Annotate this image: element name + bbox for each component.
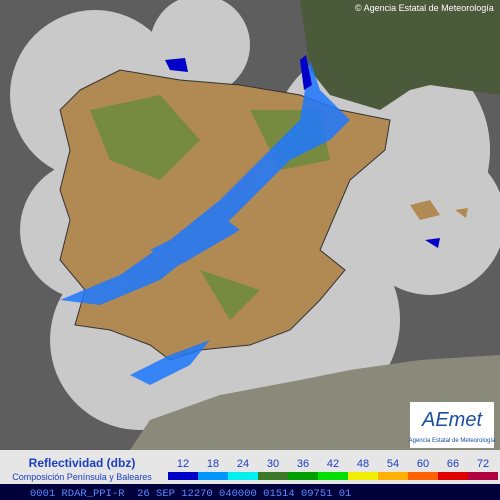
rain bbox=[60, 60, 350, 385]
legend-swatch bbox=[258, 472, 288, 480]
legend-swatch bbox=[228, 472, 258, 480]
logo-brand: AEmet bbox=[421, 409, 483, 431]
legend-value: 30 bbox=[267, 458, 279, 470]
legend-swatch bbox=[408, 472, 438, 480]
legend-value: 72 bbox=[477, 458, 489, 470]
legend-value: 48 bbox=[357, 458, 369, 470]
legend-value: 66 bbox=[447, 458, 459, 470]
legend-value: 36 bbox=[297, 458, 309, 470]
legend-swatch bbox=[288, 472, 318, 480]
legend-value: 18 bbox=[207, 458, 219, 470]
balearics bbox=[410, 200, 468, 220]
terrain bbox=[90, 95, 330, 320]
legend-swatch bbox=[168, 472, 198, 480]
legend-value: 60 bbox=[417, 458, 429, 470]
legend-title: Reflectividad (dbz) bbox=[29, 456, 136, 470]
africa bbox=[130, 355, 500, 450]
legend-value: 42 bbox=[327, 458, 339, 470]
legend-swatch bbox=[318, 472, 348, 480]
logo-caption: Agencia Estatal de Meteorología bbox=[409, 438, 496, 444]
legend-value: 24 bbox=[237, 458, 249, 470]
legend-swatch bbox=[348, 472, 378, 480]
legend-swatch bbox=[378, 472, 408, 480]
rain-light bbox=[165, 55, 440, 248]
legend-subtitle: Composición Península y Baleares bbox=[12, 472, 152, 482]
copyright: © Agencia Estatal de Meteorología bbox=[355, 3, 494, 13]
logo-box bbox=[410, 402, 494, 448]
legend-swatch bbox=[438, 472, 468, 480]
footer-code: 0001 RDAR_PPI-R 26 SEP 12270 040000 0151… bbox=[30, 488, 351, 500]
legend-value: 12 bbox=[177, 458, 189, 470]
france bbox=[300, 0, 500, 110]
legend-swatch bbox=[198, 472, 228, 480]
footer-bar bbox=[0, 484, 500, 500]
legend-swatch bbox=[468, 472, 498, 480]
legend-value: 54 bbox=[387, 458, 399, 470]
